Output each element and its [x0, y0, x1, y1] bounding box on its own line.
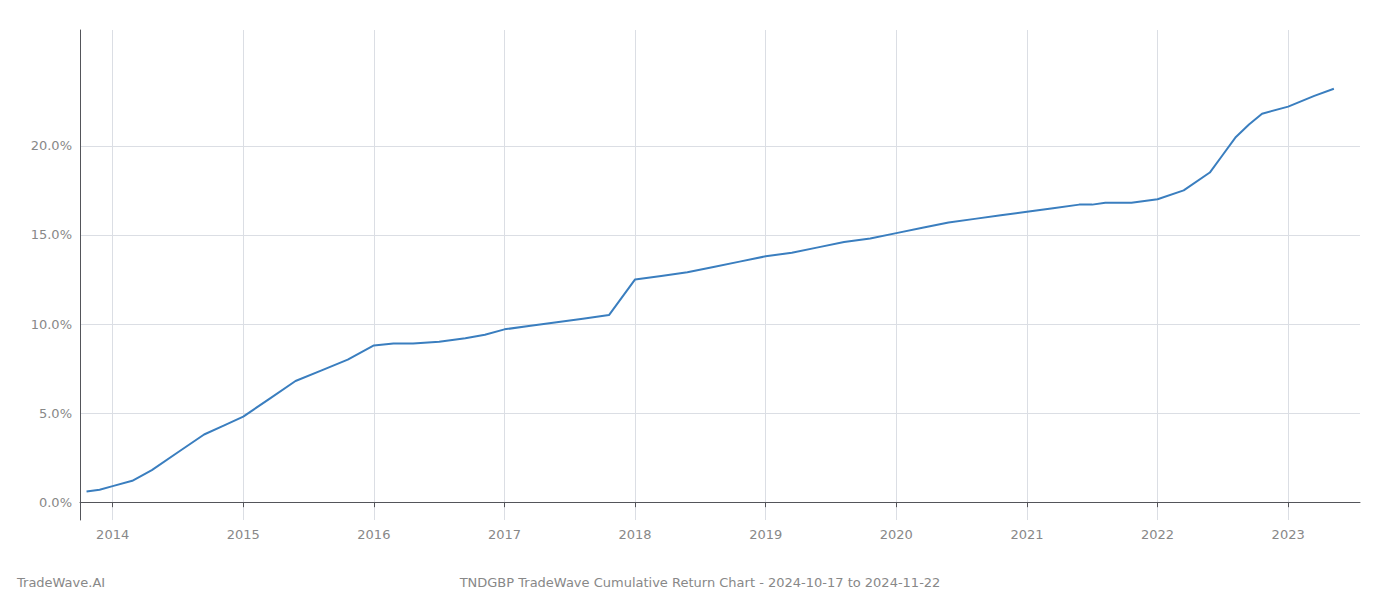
- svg-text:2015: 2015: [227, 527, 260, 542]
- svg-text:5.0%: 5.0%: [39, 406, 72, 421]
- svg-text:10.0%: 10.0%: [31, 317, 72, 332]
- svg-text:2017: 2017: [488, 527, 521, 542]
- svg-text:TNDGBP TradeWave Cumulative Re: TNDGBP TradeWave Cumulative Return Chart…: [459, 575, 941, 590]
- svg-text:15.0%: 15.0%: [31, 227, 72, 242]
- svg-text:2021: 2021: [1010, 527, 1043, 542]
- svg-text:TradeWave.AI: TradeWave.AI: [16, 575, 105, 590]
- svg-text:0.0%: 0.0%: [39, 495, 72, 510]
- svg-text:2023: 2023: [1272, 527, 1305, 542]
- svg-text:2016: 2016: [357, 527, 390, 542]
- svg-text:2019: 2019: [749, 527, 782, 542]
- svg-text:2014: 2014: [96, 527, 129, 542]
- svg-text:2020: 2020: [880, 527, 913, 542]
- svg-text:2022: 2022: [1141, 527, 1174, 542]
- svg-text:2018: 2018: [619, 527, 652, 542]
- svg-text:20.0%: 20.0%: [31, 138, 72, 153]
